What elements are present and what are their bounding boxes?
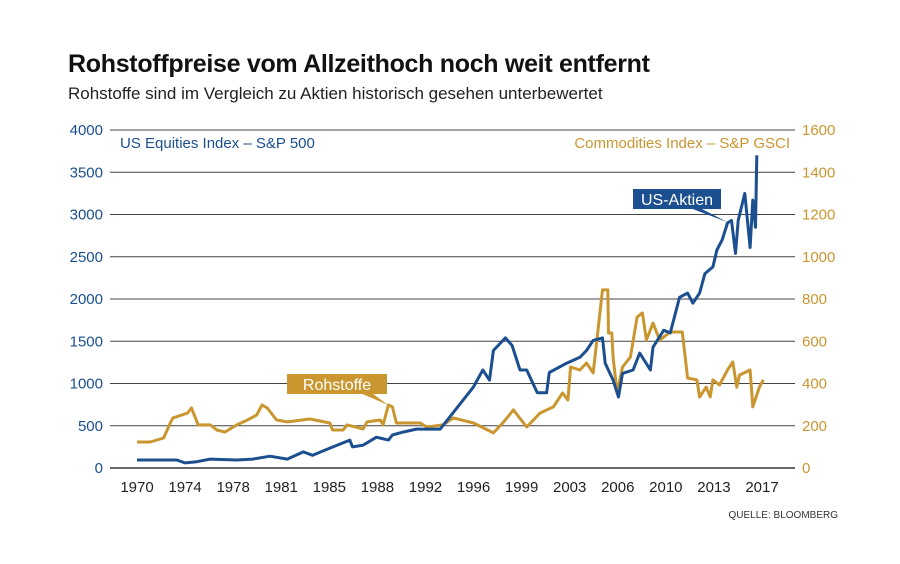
right-axis-label: Commodities Index – S&P GSCI [574, 135, 790, 152]
x-tick-label: 1996 [457, 479, 490, 496]
x-tick-label: 1985 [313, 479, 346, 496]
x-tick-label: 1974 [168, 479, 201, 496]
y-left-tick-label: 2000 [70, 291, 103, 308]
y-right-tick-label: 1000 [802, 249, 835, 266]
x-tick-label: 1978 [216, 479, 249, 496]
x-tick-label: 1970 [120, 479, 153, 496]
source-note: QUELLE: BLOOMBERG [728, 510, 838, 521]
y-right-tick-label: 0 [802, 460, 810, 477]
x-tick-label: 1999 [505, 479, 538, 496]
y-right-tick-label: 600 [802, 333, 827, 350]
y-right-tick-label: 1600 [802, 122, 835, 139]
x-tick-label: 2006 [601, 479, 634, 496]
x-tick-label: 1981 [265, 479, 298, 496]
y-left-tick-label: 3000 [70, 207, 103, 224]
equities-callout-pointer [690, 208, 727, 222]
y-right-tick-label: 200 [802, 418, 827, 435]
y-right-tick-label: 1200 [802, 207, 835, 224]
x-tick-label: 1992 [409, 479, 442, 496]
y-left-tick-label: 3500 [70, 164, 103, 181]
y-left-tick-label: 500 [78, 418, 103, 435]
y-left-tick-label: 2500 [70, 249, 103, 266]
commodities-callout-box [287, 374, 387, 394]
equities-callout-box [633, 189, 721, 209]
y-right-tick-label: 1400 [802, 164, 835, 181]
x-tick-label: 1988 [361, 479, 394, 496]
chart-title: Rohstoffpreise vom Allzeithoch noch weit… [68, 50, 650, 78]
y-right-tick-label: 400 [802, 376, 827, 393]
left-axis-label: US Equities Index – S&P 500 [120, 135, 315, 152]
y-left-tick-label: 0 [95, 460, 103, 477]
x-tick-label: 2003 [553, 479, 586, 496]
y-right-tick-label: 800 [802, 291, 827, 308]
chart-subtitle: Rohstoffe sind im Vergleich zu Aktien hi… [68, 84, 603, 103]
y-left-tick-label: 1500 [70, 333, 103, 350]
y-left-tick-label: 1000 [70, 376, 103, 393]
y-left-tick-label: 4000 [70, 122, 103, 139]
x-tick-label: 2017 [745, 479, 778, 496]
x-tick-label: 2010 [649, 479, 682, 496]
commodities-series-line [137, 288, 765, 444]
equities-series-line [137, 155, 759, 465]
x-tick-label: 2013 [697, 479, 730, 496]
commodities-callout-pointer [360, 393, 388, 405]
equities-callout-label: US-Aktien [641, 192, 713, 209]
commodities-callout-label: Rohstoffe [303, 377, 371, 394]
